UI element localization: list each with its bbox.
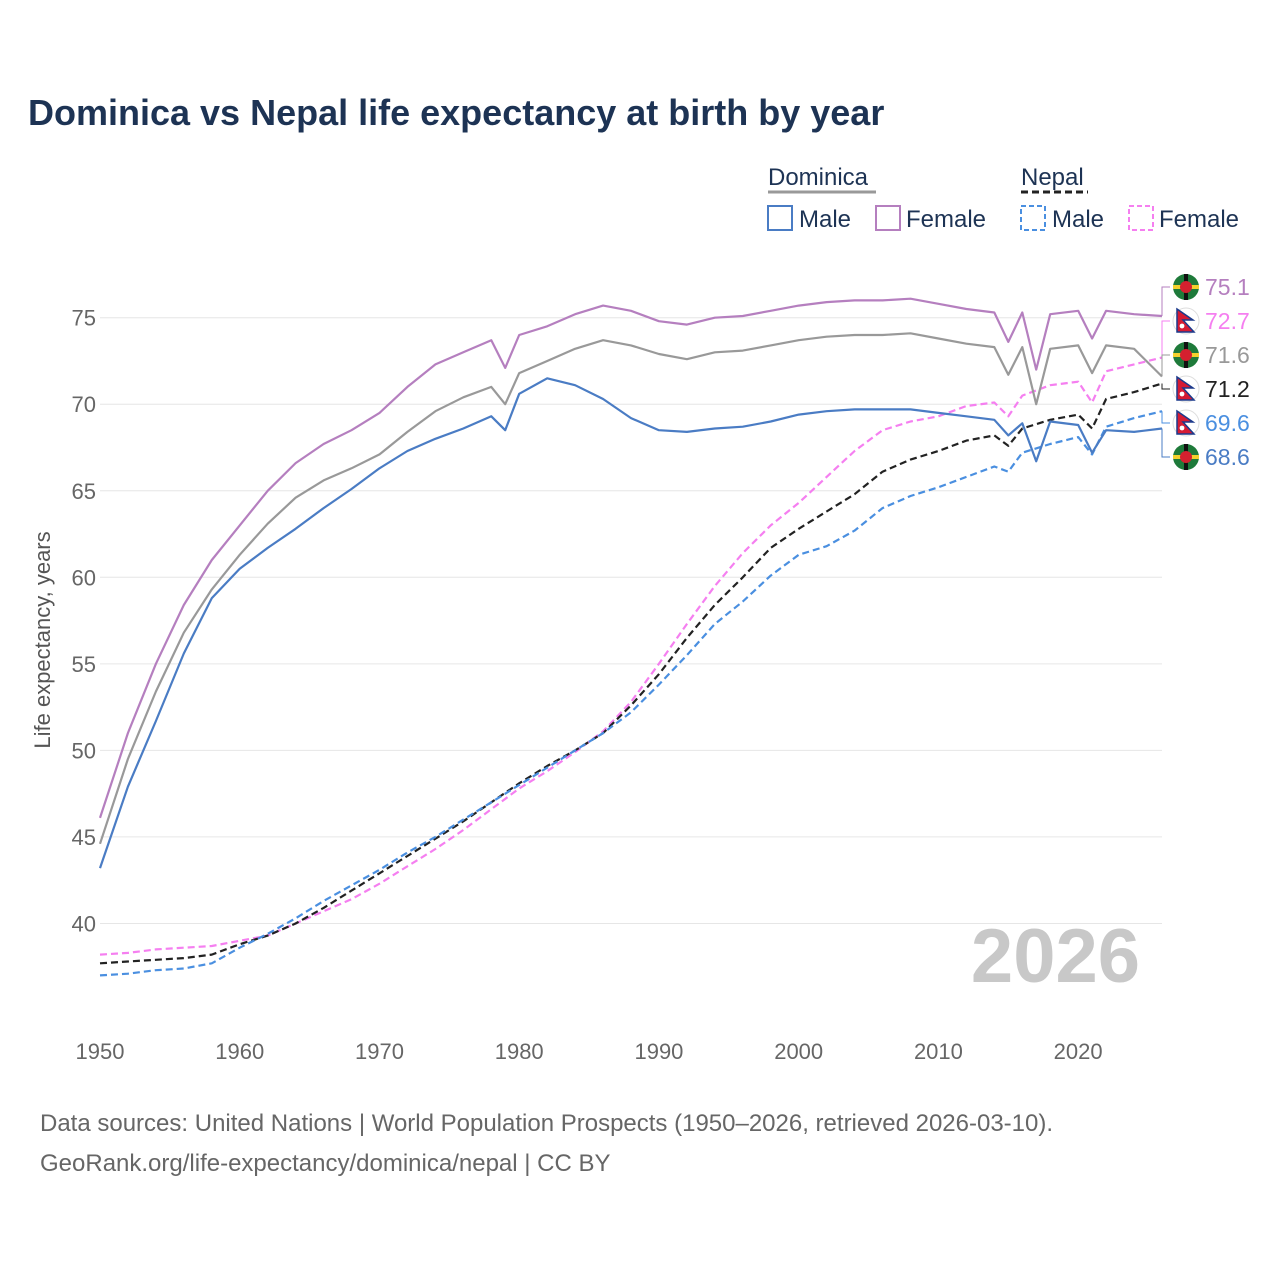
flag-disc: [1180, 451, 1192, 463]
series-line-nepal-total[interactable]: [99, 382, 1163, 965]
x-tick-label: 1960: [215, 1039, 264, 1064]
y-tick-label: 75: [72, 306, 96, 331]
nepal-flag-icon: [1172, 307, 1200, 335]
y-tick-label: 65: [72, 479, 96, 504]
series-line-dominica-female[interactable]: [98, 297, 1163, 819]
end-label-connector: [1161, 286, 1170, 316]
series-line-dominica-male[interactable]: [98, 377, 1163, 869]
end-label-connector: [1161, 383, 1170, 390]
nepal-flag-icon: [1172, 409, 1200, 437]
legend-dominica-male-swatch[interactable]: [767, 205, 793, 231]
grid-lines: [100, 317, 1162, 924]
dominica-flag-icon: [1173, 274, 1199, 300]
end-label-value: 71.6: [1205, 342, 1250, 368]
flag-disc: [1180, 281, 1192, 293]
dominica-flag-icon: [1173, 444, 1199, 470]
end-label-connector: [1161, 411, 1170, 424]
x-tick-label: 2020: [1054, 1039, 1103, 1064]
y-tick-label: 60: [72, 565, 96, 590]
flag-disc: [1180, 349, 1192, 361]
x-tick-label: 1980: [495, 1039, 544, 1064]
legend-nepal-male-swatch[interactable]: [1020, 205, 1046, 231]
year-watermark: 2026: [971, 914, 1140, 999]
sources-link[interactable]: GeoRank.org/life-expectancy/dominica/nep…: [40, 1150, 611, 1177]
legend-dominica-female-swatch[interactable]: [875, 205, 901, 231]
legend-nepal-female-label[interactable]: Female: [1159, 206, 1239, 233]
x-axis-ticks: 1950 1960 1970 1980 1990 2000 2010 2020: [76, 1039, 1103, 1064]
chart-title: Dominica vs Nepal life expectancy at bir…: [28, 92, 885, 133]
end-label-connector: [1161, 354, 1170, 377]
end-label-value: 69.6: [1205, 410, 1250, 436]
end-label-connector: [1161, 428, 1170, 458]
x-tick-label: 1950: [76, 1039, 125, 1064]
flag-sun: [1179, 323, 1185, 329]
end-label-value: 75.1: [1205, 274, 1250, 300]
y-tick-label: 40: [72, 911, 96, 936]
dominica-flag-icon: [1173, 342, 1199, 368]
legend-dominica-title: Dominica: [768, 164, 869, 191]
x-tick-label: 1990: [634, 1039, 683, 1064]
series-lines: [98, 297, 1163, 977]
legend-nepal-female-swatch[interactable]: [1128, 205, 1154, 231]
x-tick-label: 1970: [355, 1039, 404, 1064]
end-label-value: 71.2: [1205, 376, 1250, 402]
y-tick-label: 50: [72, 738, 96, 763]
sources-footer: Data sources: United Nations | World Pop…: [40, 1104, 1053, 1184]
y-tick-label: 55: [72, 652, 96, 677]
series-line-dominica-total[interactable]: [98, 332, 1163, 845]
flag-sun: [1179, 425, 1185, 431]
x-tick-label: 2000: [774, 1039, 823, 1064]
end-label-value: 72.7: [1205, 308, 1250, 334]
legend: Dominica Male Female Nepal Male Female: [767, 164, 1239, 233]
legend-dominica-male-label[interactable]: Male: [799, 206, 851, 233]
sources-line: Data sources: United Nations | World Pop…: [40, 1110, 1054, 1137]
series-line-nepal-male[interactable]: [99, 410, 1163, 977]
end-labels: 75.1 72.7 71.6 71.2 69.6 68.6: [1161, 274, 1250, 470]
end-label-connector: [1161, 320, 1170, 358]
y-tick-label: 45: [72, 825, 96, 850]
legend-nepal-male-label[interactable]: Male: [1052, 206, 1104, 233]
y-axis-ticks: 40 45 50 55 60 65 70 75: [72, 306, 96, 937]
y-axis-label: Life expectancy, years: [30, 531, 55, 748]
x-tick-label: 2010: [914, 1039, 963, 1064]
y-tick-label: 70: [72, 392, 96, 417]
end-label-value: 68.6: [1205, 444, 1250, 470]
nepal-flag-icon: [1172, 375, 1200, 403]
series-line-nepal-female[interactable]: [99, 356, 1163, 956]
flag-sun: [1179, 391, 1185, 397]
legend-dominica-female-label[interactable]: Female: [906, 206, 986, 233]
legend-nepal-title: Nepal: [1021, 164, 1084, 191]
